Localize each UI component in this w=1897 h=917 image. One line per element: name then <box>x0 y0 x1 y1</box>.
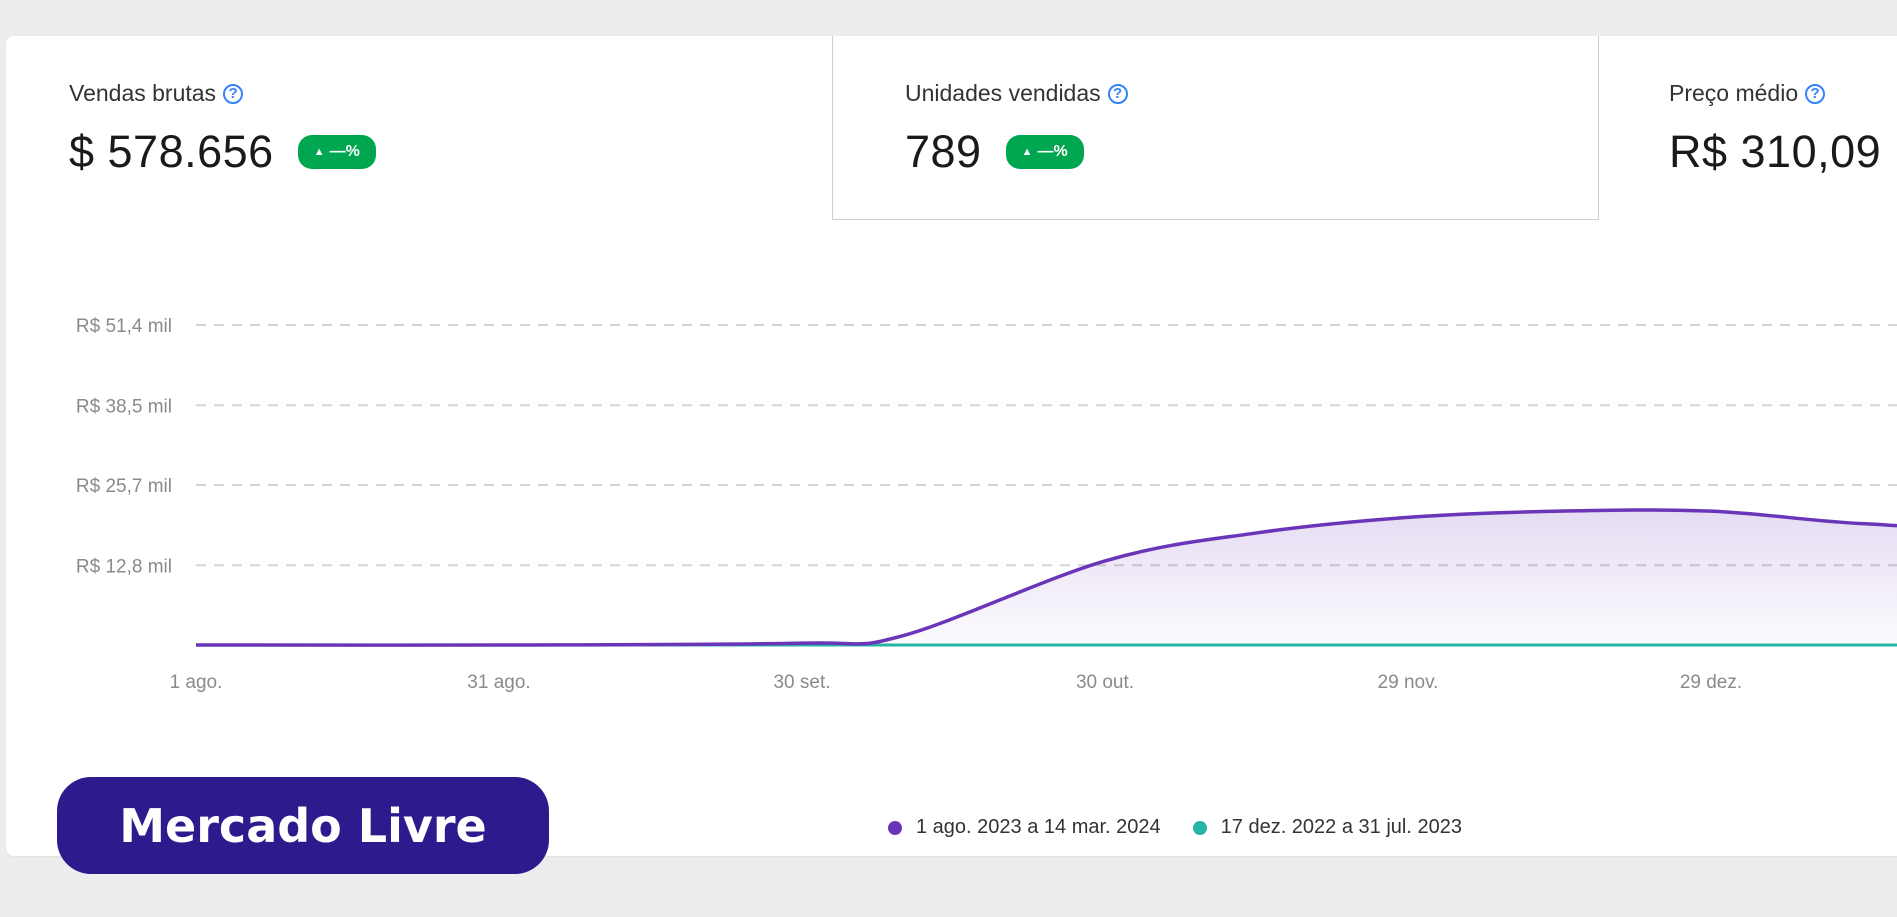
kpi-label-text: Preço médio <box>1669 80 1799 106</box>
x-tick-label: 29 dez. <box>1680 672 1742 693</box>
change-badge-text: —% <box>329 143 360 160</box>
y-tick-label: R$ 12,8 mil <box>76 556 172 577</box>
chart-legend: 1 ago. 2023 a 14 mar. 2024 17 dez. 2022 … <box>888 816 1462 839</box>
legend-item-previous-period[interactable]: 17 dez. 2022 a 31 jul. 2023 <box>1192 816 1462 839</box>
y-tick-label: R$ 51,4 mil <box>76 316 172 337</box>
kpi-label: Preço médio ? <box>1669 80 1826 107</box>
kpi-label: Vendas brutas ? <box>69 80 244 107</box>
change-badge: ▲ —% <box>297 135 376 169</box>
help-icon[interactable]: ? <box>1805 83 1826 104</box>
legend-item-current-period[interactable]: 1 ago. 2023 a 14 mar. 2024 <box>888 816 1161 839</box>
change-badge-text: —% <box>1037 143 1068 160</box>
kpi-label-text: Vendas brutas <box>69 80 217 106</box>
kpi-value-row: R$ 310,09 <box>1669 126 1881 178</box>
x-tick-label: 31 ago. <box>467 672 530 693</box>
kpi-gross-sales[interactable]: Vendas brutas ? $ 578.656 ▲ —% <box>6 36 832 220</box>
legend-dot <box>888 820 902 835</box>
kpi-value: 789 <box>905 126 982 177</box>
series-area-current-period <box>196 509 1897 646</box>
legend-label: 1 ago. 2023 a 14 mar. 2024 <box>916 816 1161 838</box>
arrow-up-icon: ▲ <box>313 146 325 158</box>
kpi-label-text: Unidades vendidas <box>905 80 1101 106</box>
y-tick-label: R$ 38,5 mil <box>76 396 172 417</box>
x-tick-label: 1 ago. <box>170 672 223 693</box>
mercado-livre-brand-label: Mercado Livre <box>57 777 549 874</box>
help-icon[interactable]: ? <box>1107 83 1128 104</box>
kpi-value: R$ 310,09 <box>1669 126 1882 177</box>
y-tick-label: R$ 25,7 mil <box>76 476 172 497</box>
x-tick-label: 30 out. <box>1076 672 1134 693</box>
help-icon[interactable]: ? <box>223 83 244 104</box>
kpi-average-price[interactable]: Preço médio ? R$ 310,09 <box>1598 36 1897 220</box>
sales-area-chart: R$ 51,4 mil R$ 38,5 mil R$ 25,7 mil R$ 12,8… <box>76 316 1897 693</box>
kpi-value-row: 789 ▲ —% <box>905 126 1084 178</box>
kpi-units-sold[interactable]: Unidades vendidas ? 789 ▲ —% <box>832 36 1598 220</box>
kpi-label: Unidades vendidas ? <box>905 80 1128 107</box>
series-line-current-period <box>195 508 1897 647</box>
legend-dot <box>1192 820 1207 835</box>
kpi-value-row: $ 578.656 ▲ —% <box>69 126 376 178</box>
kpi-value: $ 578.656 <box>69 126 274 177</box>
sales-metrics-card: Vendas brutas ? $ 578.656 ▲ —% Unidades … <box>6 36 1897 856</box>
x-tick-label: 30 set. <box>773 672 830 693</box>
legend-label: 17 dez. 2022 a 31 jul. 2023 <box>1220 816 1462 838</box>
x-tick-label: 29 nov. <box>1378 672 1439 693</box>
arrow-up-icon: ▲ <box>1021 146 1033 158</box>
change-badge: ▲ —% <box>1005 135 1084 169</box>
